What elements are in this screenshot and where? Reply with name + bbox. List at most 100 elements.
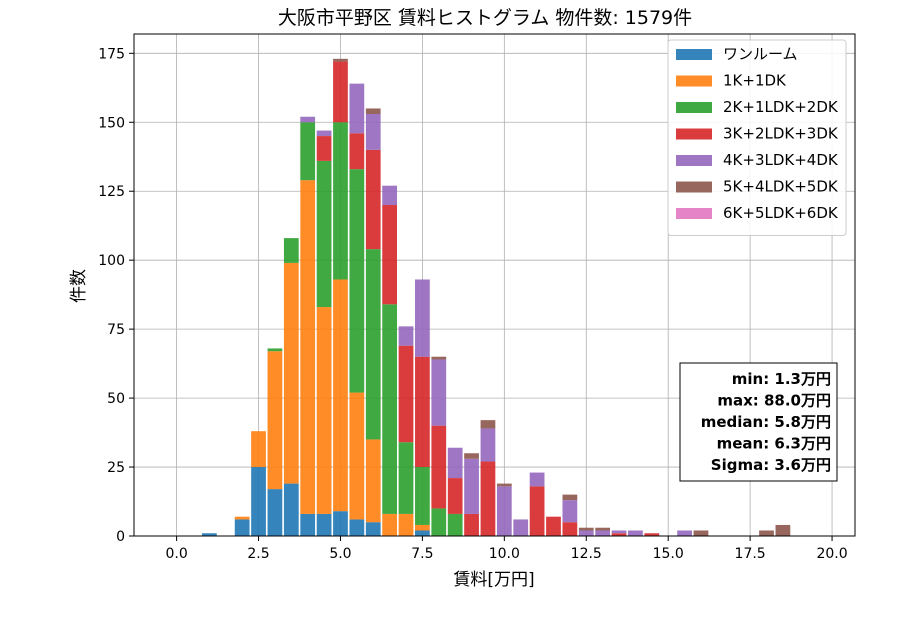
bar-segment (349, 392, 365, 520)
bar-segment (382, 304, 398, 514)
x-axis-label: 賃料[万円] (453, 570, 534, 590)
y-tick-label: 50 (107, 391, 125, 407)
stats-line: min: 1.3万円 (732, 370, 831, 388)
bar-segment (300, 513, 316, 536)
bar-segment (415, 530, 430, 536)
x-tick-label: 12.5 (571, 546, 602, 562)
legend-swatch (676, 208, 712, 219)
x-tick-label: 10.0 (489, 546, 520, 562)
x-tick-label: 17.5 (735, 546, 766, 562)
bar-segment (316, 160, 332, 308)
bar-segment (267, 348, 283, 352)
bar-segment (447, 447, 463, 479)
ticks: 0.0 2.5 5.0 7.5 10.0 12.5 15.0 17.5 20.0 0 25 50 75 1… (98, 46, 847, 562)
bar-segment (447, 478, 463, 514)
bar-segment (382, 513, 398, 536)
bar-segment (562, 500, 578, 523)
bar-segment (316, 136, 332, 161)
bar-segment (349, 133, 365, 170)
legend: ワンルーム 1K+1DK 2K+1LDK+2DK 3K+2LDK+3DK 4K+3LDK… (667, 39, 847, 236)
bar-segment (415, 467, 430, 525)
bar-segment (431, 425, 447, 509)
stats-line: max: 88.0万円 (717, 392, 831, 410)
bar-segment (480, 428, 496, 462)
bar-segment (611, 530, 627, 534)
x-tick-label: 7.5 (411, 546, 433, 562)
stats-line: mean: 6.3万円 (717, 435, 831, 453)
y-axis-label: 件数 (69, 269, 89, 303)
bar-segment (611, 533, 627, 536)
bar-segment (464, 458, 479, 514)
bar-segment (529, 472, 545, 487)
bar-segment (365, 113, 381, 150)
bar-segment (398, 345, 414, 443)
bar-segment (283, 262, 299, 484)
bar-segment (677, 530, 692, 536)
bar-segment (300, 122, 316, 181)
bar-segment (513, 519, 529, 536)
plot-frame (133, 33, 856, 537)
bar-segment (382, 205, 398, 305)
bar-segment (496, 486, 512, 536)
bar-segment (578, 527, 594, 531)
axes (133, 33, 856, 537)
bar-segment (644, 533, 660, 536)
y-tick-label: 175 (98, 46, 125, 62)
bar-segment (333, 61, 348, 123)
bar-segment (267, 351, 283, 490)
bar-segment (333, 122, 348, 280)
legend-swatch (676, 155, 712, 166)
bar-segment (251, 431, 266, 468)
legend-swatch (676, 49, 712, 60)
legend-box (667, 39, 847, 236)
bar-segment (300, 180, 316, 514)
stats-line: median: 5.8万円 (701, 413, 831, 431)
bar-segment (365, 249, 381, 440)
bar-segment (316, 130, 332, 137)
legend-label: 4K+3LDK+4DK (723, 151, 839, 169)
bar-segment (349, 519, 365, 536)
chart-title: 大阪市平野区 賃料ヒストグラム 物件数: 1579件 (278, 7, 692, 29)
x-tick-label: 0.0 (165, 546, 187, 562)
x-tick-label: 20.0 (816, 546, 847, 562)
bar-segment (382, 185, 398, 206)
bar-segment (529, 486, 545, 536)
bar-segment (496, 483, 512, 487)
legend-label: ワンルーム (723, 45, 798, 63)
bar-segment (283, 483, 299, 536)
bar-segment (415, 524, 430, 531)
bar-segment (480, 461, 496, 536)
bar-segment (283, 238, 299, 263)
bar-segment (595, 530, 611, 536)
legend-swatch (676, 128, 712, 140)
bar-segment (775, 524, 791, 536)
bar-segment (300, 116, 316, 123)
bar-segment (316, 307, 332, 514)
stats-box: min: 1.3万円 max: 88.0万円 median: 5.8万円 mean: … (679, 362, 838, 482)
bar-segment (431, 356, 447, 360)
y-tick-label: 75 (107, 322, 125, 338)
bar-segment (267, 489, 283, 536)
y-tick-label: 25 (107, 460, 125, 476)
x-tick-label: 5.0 (329, 546, 351, 562)
legend-label: 6K+5LDK+6DK (723, 204, 839, 222)
bar-segment (398, 513, 414, 536)
bar-segment (447, 513, 463, 536)
bar-segment (251, 467, 266, 536)
bar-segment (398, 442, 414, 514)
bars (202, 58, 791, 536)
bar-segment (365, 108, 381, 114)
bar-segment (578, 530, 594, 536)
y-tick-label: 100 (98, 253, 125, 269)
stats-line: Sigma: 3.6万円 (711, 456, 831, 474)
y-tick-label: 125 (98, 184, 125, 200)
bar-segment (365, 522, 381, 536)
legend-swatch (676, 102, 712, 113)
bar-segment (562, 494, 578, 501)
bar-segment (349, 169, 365, 393)
legend-label: 3K+2LDK+3DK (723, 125, 839, 143)
bar-segment (234, 519, 250, 536)
legend-label: 1K+1DK (723, 72, 787, 90)
